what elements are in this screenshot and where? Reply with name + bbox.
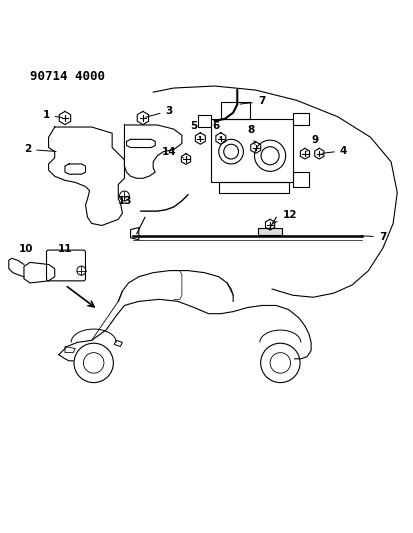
Text: 7: 7 bbox=[361, 232, 386, 242]
Text: 7: 7 bbox=[240, 96, 265, 107]
Text: 10: 10 bbox=[19, 244, 33, 254]
Text: 13: 13 bbox=[118, 196, 133, 206]
Text: 5: 5 bbox=[190, 121, 200, 139]
Text: 8: 8 bbox=[247, 125, 255, 145]
Text: 9: 9 bbox=[306, 135, 318, 151]
Text: 6: 6 bbox=[213, 121, 221, 139]
Text: 2: 2 bbox=[24, 144, 56, 155]
Text: 4: 4 bbox=[322, 146, 347, 156]
Text: 12: 12 bbox=[273, 210, 297, 223]
Text: 11: 11 bbox=[58, 244, 72, 254]
Text: 1: 1 bbox=[43, 110, 62, 120]
Text: 3: 3 bbox=[146, 106, 173, 117]
Text: 14: 14 bbox=[161, 147, 183, 158]
Text: 90714 4000: 90714 4000 bbox=[30, 70, 105, 83]
Polygon shape bbox=[258, 228, 282, 235]
